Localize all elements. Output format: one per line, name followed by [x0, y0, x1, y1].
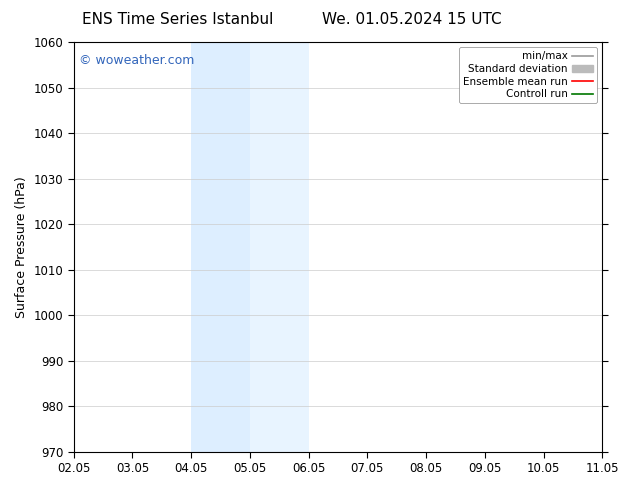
Text: ENS Time Series Istanbul: ENS Time Series Istanbul: [82, 12, 273, 27]
Text: We. 01.05.2024 15 UTC: We. 01.05.2024 15 UTC: [322, 12, 502, 27]
Bar: [250, 42, 309, 452]
Legend: min/max, Standard deviation, Ensemble mean run, Controll run: min/max, Standard deviation, Ensemble me…: [459, 47, 597, 103]
Y-axis label: Surface Pressure (hPa): Surface Pressure (hPa): [15, 176, 28, 318]
Text: © woweather.com: © woweather.com: [79, 54, 195, 67]
Bar: [191, 42, 250, 452]
Bar: [602, 42, 631, 452]
Bar: [631, 42, 634, 452]
